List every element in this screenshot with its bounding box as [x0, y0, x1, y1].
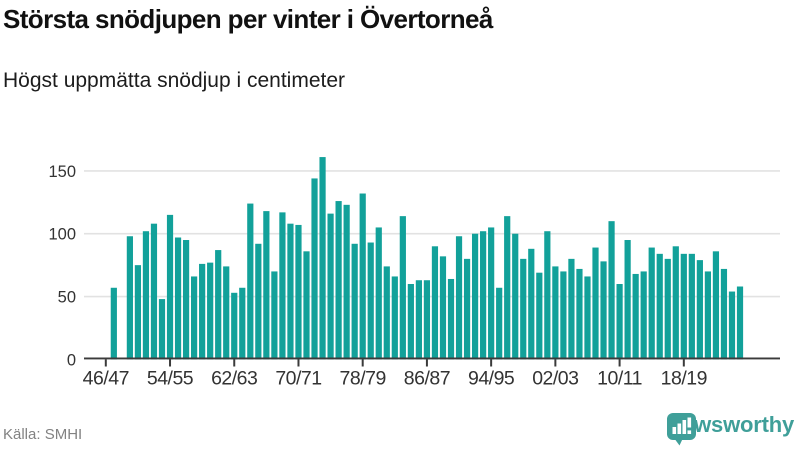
- bar-96-97: [504, 216, 511, 360]
- bar-65-66: [255, 243, 262, 360]
- bar-20-21: [696, 260, 703, 360]
- bar-07-08: [592, 247, 599, 360]
- bar-51-52: [142, 231, 150, 360]
- x-axis-line: [84, 357, 780, 360]
- chart-subtitle: Högst uppmätta snödjup i centimeter: [3, 69, 346, 92]
- bar-80-81: [375, 227, 382, 360]
- bar-74-75: [327, 213, 334, 360]
- bar-78-79: [359, 193, 366, 360]
- bar-24-25: [728, 291, 736, 360]
- bar-98-99: [520, 258, 527, 360]
- bar-47-48: [110, 287, 117, 360]
- bar-22-23: [712, 251, 720, 360]
- bar-17-18: [672, 246, 679, 360]
- x-axis-tick-label: 54/55: [147, 368, 194, 390]
- bar-56-57: [182, 240, 190, 360]
- bar-95-96: [496, 287, 503, 360]
- x-axis-tick-label: 70/71: [275, 368, 321, 390]
- bar-15-16: [656, 253, 663, 360]
- bar-03-04: [560, 271, 567, 360]
- x-axis-tick-label: 78/79: [340, 368, 386, 390]
- bar-97-98: [512, 233, 519, 360]
- bar-77-78: [351, 243, 358, 360]
- bar-12-13: [632, 273, 639, 360]
- bar-21-22: [704, 271, 711, 360]
- chart-title: Största snödjupen per vinter i Övertorne…: [3, 4, 493, 34]
- x-axis-tick-label: 94/95: [468, 368, 515, 390]
- bar-13-14: [640, 271, 647, 360]
- bar-54-55: [166, 214, 174, 360]
- bar-09-10: [608, 221, 615, 360]
- bar-04-05: [568, 258, 575, 360]
- bar-79-80: [367, 242, 374, 360]
- bar-11-12: [624, 240, 631, 360]
- bar-50-51: [134, 265, 142, 360]
- bar-68-69: [279, 212, 286, 360]
- bar-76-77: [343, 204, 350, 360]
- y-axis-tick-label: 100: [48, 226, 76, 244]
- source-label: Källa: SMHI: [3, 426, 83, 443]
- bar-14-15: [648, 247, 655, 360]
- x-axis-tick-label: 02/03: [532, 368, 578, 390]
- bar-87-88: [431, 246, 439, 360]
- newsworthy-logo: Newsworthy: [666, 412, 794, 446]
- y-axis-tick-label: 50: [58, 289, 76, 307]
- bar-62-63: [231, 292, 238, 360]
- bar-61-62: [223, 266, 230, 360]
- bar-23-24: [720, 268, 728, 360]
- bar-53-54: [158, 299, 166, 360]
- bar-93-94: [480, 231, 487, 360]
- bar-05-06: [576, 268, 583, 360]
- bar-86-87: [423, 280, 431, 360]
- bar-63-64: [239, 287, 246, 360]
- bar-08-09: [600, 261, 607, 360]
- bar-58-59: [199, 263, 206, 360]
- bar-60-61: [215, 250, 222, 360]
- bar-49-50: [126, 236, 133, 360]
- bar-85-86: [415, 280, 422, 360]
- bar-91-92: [463, 258, 471, 360]
- bar-66-67: [263, 211, 270, 360]
- bar-55-56: [174, 237, 182, 360]
- newsworthy-bar-chart-bubble-icon: [667, 413, 697, 446]
- bar-25-26: [736, 286, 744, 360]
- bar-81-82: [383, 266, 390, 360]
- x-axis-tick-label: 86/87: [404, 368, 450, 390]
- bar-92-93: [471, 233, 479, 360]
- bar-72-73: [311, 178, 318, 360]
- bar-82-83: [391, 276, 398, 360]
- bar-75-76: [335, 201, 342, 360]
- bar-70-71: [295, 224, 302, 360]
- bar-90-91: [455, 236, 463, 360]
- bar-83-84: [399, 216, 406, 360]
- bar-02-03: [552, 266, 559, 360]
- x-axis-tick-label: 62/63: [211, 368, 257, 390]
- bar-16-17: [664, 258, 671, 360]
- bar-19-20: [688, 253, 695, 360]
- bar-99-00: [528, 248, 535, 360]
- bar-69-70: [287, 223, 294, 360]
- y-axis-tick-label: 0: [67, 351, 76, 369]
- bar-18-19: [680, 253, 687, 360]
- x-axis-tick-label: 46/47: [83, 368, 129, 390]
- x-axis-tick-label: 10/11: [597, 368, 642, 390]
- bar-10-11: [616, 283, 623, 360]
- bar-88-89: [439, 256, 447, 360]
- bar-00-01: [536, 272, 543, 360]
- bar-84-85: [407, 283, 414, 360]
- bar-64-65: [247, 203, 254, 360]
- x-axis-tick-label: 18/19: [661, 368, 707, 390]
- bar-06-07: [584, 276, 591, 360]
- bar-94-95: [488, 227, 495, 360]
- bar-57-58: [191, 276, 198, 360]
- bar-71-72: [303, 251, 310, 360]
- bar-73-74: [319, 157, 326, 360]
- bar-01-02: [544, 231, 551, 360]
- y-axis-tick-label: 150: [48, 163, 76, 181]
- bar-89-90: [447, 278, 455, 360]
- bar-67-68: [271, 271, 278, 360]
- bar-52-53: [150, 223, 158, 360]
- bar-59-60: [207, 262, 214, 360]
